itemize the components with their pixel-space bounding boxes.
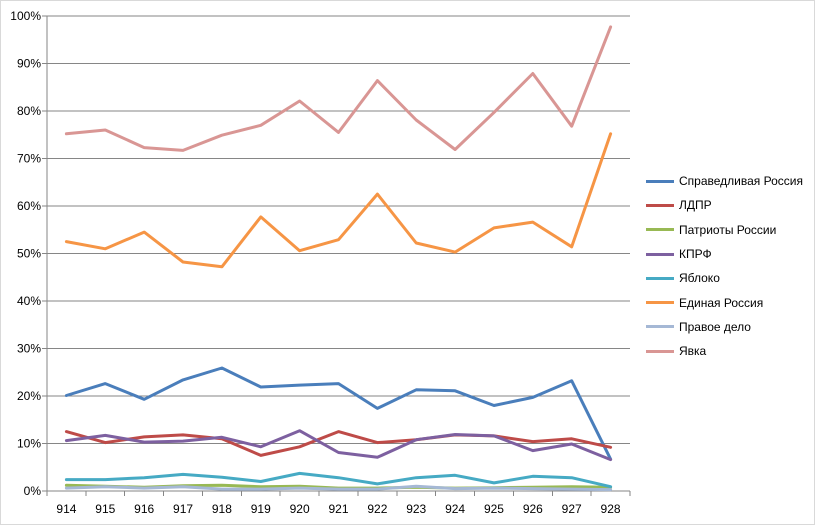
x-tick-label: 915 [95,502,115,516]
x-tick-label: 924 [445,502,465,516]
y-tick-label: 80% [17,104,41,118]
legend-swatch [646,252,674,256]
legend-item: Единая Россия [646,290,811,314]
x-tick-label: 925 [484,502,504,516]
x-tick-label: 928 [601,502,621,516]
y-axis-tick-labels: 0% 10% 20% 30% 40% 50% 60% 70% 80% 90% 100% [10,9,41,498]
y-tick-label: 0% [24,484,42,498]
series-lines [64,25,613,492]
x-tick-label: 917 [173,502,193,516]
legend-label: Патриоты России [679,222,777,237]
legend: Справедливая Россия ЛДПР Патриоты России… [646,169,811,363]
legend-label: Явка [679,344,707,359]
x-tick-label: 918 [212,502,232,516]
series-line [64,132,613,269]
series-line [64,471,613,489]
x-tick-label: 921 [328,502,348,516]
x-tick-label: 926 [523,502,543,516]
legend-swatch [646,276,674,280]
x-tick-label: 914 [56,502,76,516]
legend-label: Единая Россия [679,295,764,310]
legend-label: КПРФ [679,247,712,262]
gridlines [47,15,630,444]
x-axis-tick-labels: 914 915 916 917 918 919 920 921 922 923 924 925 926 9… [56,502,620,516]
series-line [64,25,613,152]
legend-swatch [646,228,674,232]
legend-swatch [646,301,674,305]
legend-item: Правое дело [646,315,811,339]
legend-item: КПРФ [646,242,811,266]
legend-item: ЛДПР [646,193,811,217]
x-tick-label: 923 [406,502,426,516]
legend-item: Яблоко [646,266,811,290]
series-line [64,366,613,461]
axes [42,15,631,496]
x-tick-label: 927 [562,502,582,516]
y-tick-label: 90% [17,57,41,71]
legend-swatch [646,325,674,329]
legend-item: Патриоты России [646,218,811,242]
legend-swatch [646,179,674,183]
y-tick-label: 30% [17,342,41,356]
y-tick-label: 70% [17,152,41,166]
x-tick-label: 920 [290,502,310,516]
y-tick-label: 10% [17,437,41,451]
legend-item: Явка [646,339,811,363]
legend-label: Справедливая Россия [679,174,803,189]
series-line [64,429,613,462]
y-tick-label: 100% [10,9,41,23]
series-line [64,484,613,492]
legend-swatch [646,203,674,207]
y-tick-label: 40% [17,294,41,308]
x-tick-label: 919 [251,502,271,516]
y-tick-label: 50% [17,247,41,261]
legend-label: Правое дело [679,319,751,334]
series-line [64,430,613,457]
y-tick-label: 20% [17,389,41,403]
x-tick-label: 916 [134,502,154,516]
legend-label: ЛДПР [679,198,712,213]
x-tick-label: 922 [367,502,387,516]
legend-item: Справедливая Россия [646,169,811,193]
legend-label: Яблоко [679,271,720,286]
y-tick-label: 60% [17,199,41,213]
legend-swatch [646,349,674,353]
